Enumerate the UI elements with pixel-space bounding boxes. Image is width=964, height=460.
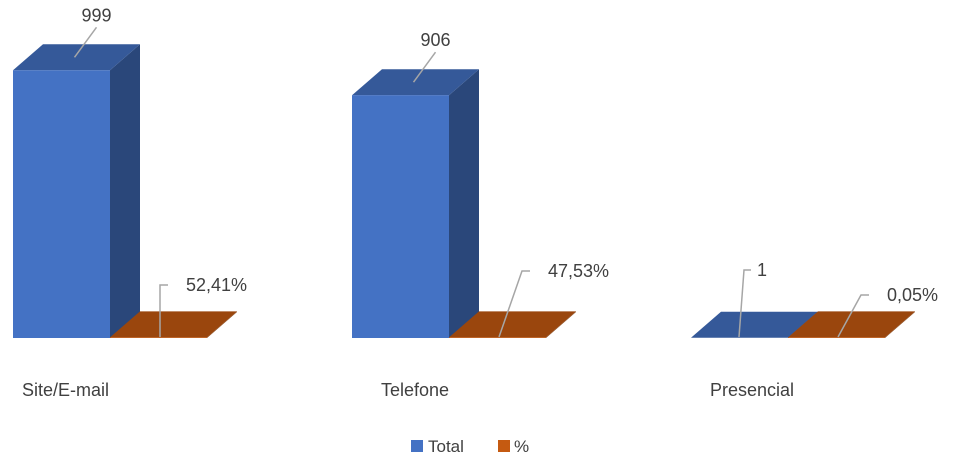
- bar-percent-site-email-side: [207, 311, 237, 338]
- leader-total-presencial: [738, 269, 751, 338]
- bar-total-telefone-side: [449, 69, 479, 338]
- bar-total-presencial-top: [691, 311, 818, 338]
- category-label-telefone: Telefone: [381, 380, 449, 400]
- labels-layer: 999 52,41% 906 47,53% 1 0,05%: [73, 5, 938, 338]
- bar-total-site-email-side: [110, 44, 140, 338]
- leader-total-site-email: [73, 26, 98, 58]
- bar-total-telefone: [352, 69, 479, 338]
- data-label-percent-site-email: 52,41%: [186, 275, 247, 295]
- bar-percent-telefone-side: [546, 311, 576, 338]
- bar-percent-site-email: [110, 311, 237, 338]
- bar-percent-presencial-front: [788, 337, 885, 338]
- bar-percent-presencial: [788, 311, 915, 338]
- data-label-total-telefone: 906: [420, 30, 450, 50]
- leader-percent-site-email: [159, 284, 168, 337]
- bar-percent-presencial-top: [788, 311, 915, 338]
- bar-percent-site-email-front: [110, 337, 207, 338]
- data-label-percent-presencial: 0,05%: [887, 285, 938, 305]
- bar-total-telefone-top: [352, 69, 479, 96]
- bar-total-site-email-top: [13, 44, 140, 71]
- data-label-total-presencial: 1: [757, 260, 767, 280]
- bar-total-telefone-front: [352, 95, 449, 338]
- bar-percent-presencial-side: [885, 311, 915, 338]
- bar-total-site-email-front: [13, 70, 110, 338]
- legend-swatch-percent: [498, 440, 510, 452]
- bar-percent-site-email-top: [110, 311, 237, 338]
- leader-percent-presencial: [837, 294, 869, 338]
- leader-percent-telefone: [498, 270, 530, 338]
- bar-percent-telefone-top: [449, 311, 576, 338]
- category-label-presencial: Presencial: [710, 380, 794, 400]
- bar-total-site-email: [13, 44, 140, 338]
- bar-percent-telefone: [449, 311, 576, 338]
- bars-layer: [13, 44, 915, 338]
- data-label-total-site-email: 999: [81, 5, 111, 25]
- bar-percent-telefone-front: [449, 337, 546, 338]
- legend-label-total: Total: [428, 437, 464, 456]
- data-label-percent-telefone: 47,53%: [548, 261, 609, 281]
- category-label-site-email: Site/E-mail: [22, 380, 109, 400]
- leader-total-telefone: [412, 51, 437, 83]
- legend: Total %: [411, 437, 529, 456]
- legend-swatch-total: [411, 440, 423, 452]
- legend-label-percent: %: [514, 437, 529, 456]
